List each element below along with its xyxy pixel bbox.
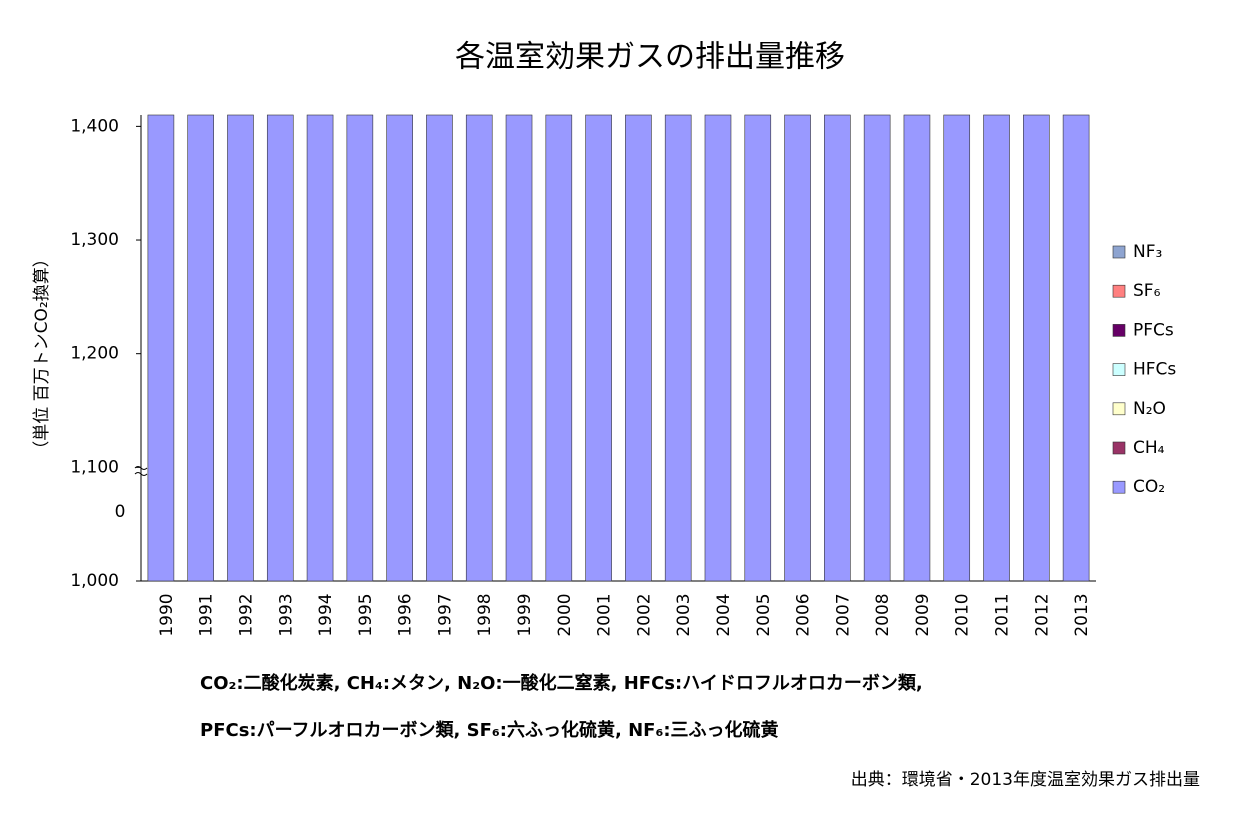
bar-segment bbox=[664, 114, 692, 582]
legend-swatch bbox=[1112, 324, 1126, 337]
x-tick-label: 1992 bbox=[236, 593, 256, 636]
y-tick-label: 1,000 bbox=[70, 571, 119, 591]
bar-segment bbox=[983, 114, 1010, 582]
x-tick-label: 2009 bbox=[913, 593, 933, 636]
x-tick-label: 2006 bbox=[794, 593, 814, 636]
y-tick-label: 1,100 bbox=[70, 457, 119, 477]
bar-segment bbox=[1023, 114, 1050, 582]
y-tick-label: 1,200 bbox=[70, 344, 119, 364]
axis-break-label: 0 bbox=[115, 502, 126, 522]
x-tick-label: 1999 bbox=[515, 593, 535, 636]
bar-segment bbox=[426, 114, 453, 582]
legend-label: CO₂ bbox=[1133, 477, 1165, 497]
x-tick-label: 1994 bbox=[316, 593, 336, 636]
legend-swatch bbox=[1112, 284, 1126, 298]
legend-label: PFCs bbox=[1133, 320, 1174, 340]
legend-swatch bbox=[1112, 480, 1126, 494]
bar-segment bbox=[863, 114, 891, 582]
note: CO₂:二酸化炭素, CH₄:メタン, N₂O:一酸化二窒素, HFCs:ハイド… bbox=[200, 672, 923, 694]
bar-segment bbox=[147, 114, 175, 582]
x-tick-label: 1993 bbox=[276, 593, 296, 636]
bar-segment bbox=[625, 114, 652, 582]
x-tick-label: 2001 bbox=[595, 593, 615, 636]
bar-segment bbox=[704, 114, 732, 582]
note: PFCs:パーフルオロカーボン類, SF₆:六ふっ化硫黄, NF₆:三ふっ化硫黄 bbox=[200, 719, 779, 741]
bar-segment bbox=[784, 114, 811, 582]
x-tick-label: 2010 bbox=[953, 593, 973, 636]
legend-swatch bbox=[1112, 245, 1126, 259]
x-tick-label: 1995 bbox=[356, 593, 376, 636]
bar-segment bbox=[824, 114, 851, 582]
x-tick-label: 2000 bbox=[555, 593, 575, 636]
x-tick-label: 2003 bbox=[674, 593, 694, 636]
x-tick-label: 2002 bbox=[634, 593, 654, 636]
bar-segment bbox=[1062, 114, 1090, 582]
legend-label: HFCs bbox=[1133, 360, 1176, 380]
source: 出典：環境省・2013年度温室効果ガス排出量 bbox=[851, 770, 1200, 790]
bar-segment bbox=[306, 114, 334, 582]
legend-swatch bbox=[1112, 363, 1126, 376]
y-axis-label: （単位 百万トンCO₂換算） bbox=[32, 250, 52, 457]
legend-label: CH₄ bbox=[1133, 438, 1165, 458]
legend-swatch bbox=[1112, 441, 1126, 455]
x-tick-label: 2012 bbox=[1032, 593, 1052, 636]
bar-segment bbox=[227, 114, 254, 582]
bar-segment bbox=[903, 114, 931, 582]
x-tick-label: 1990 bbox=[157, 593, 177, 636]
bar-segment bbox=[346, 114, 374, 582]
bar-segment bbox=[266, 114, 294, 582]
legend-label: NF₃ bbox=[1133, 242, 1162, 262]
legend-swatch bbox=[1112, 402, 1126, 416]
x-tick-label: 2007 bbox=[833, 593, 853, 636]
y-tick-label: 1,400 bbox=[70, 116, 119, 136]
bar-segment bbox=[465, 114, 493, 582]
legend-label: SF₆ bbox=[1133, 281, 1161, 301]
x-tick-label: 1997 bbox=[435, 593, 455, 636]
bar-segment bbox=[386, 114, 413, 582]
x-tick-label: 2005 bbox=[754, 593, 774, 636]
bar-segment bbox=[943, 114, 971, 582]
bar-segment bbox=[585, 114, 612, 582]
x-tick-label: 2008 bbox=[873, 593, 893, 636]
chart-title: 各温室効果ガスの排出量推移 bbox=[455, 40, 845, 75]
bar-segment bbox=[187, 114, 214, 582]
bar-segment bbox=[744, 114, 772, 582]
x-tick-label: 1996 bbox=[396, 593, 416, 636]
legend-label: N₂O bbox=[1133, 399, 1166, 419]
x-tick-label: 2011 bbox=[993, 593, 1013, 636]
x-tick-label: 1998 bbox=[475, 593, 495, 636]
y-tick-label: 1,300 bbox=[70, 230, 119, 250]
bar-segment bbox=[505, 114, 533, 582]
x-tick-label: 2004 bbox=[714, 593, 734, 636]
bar-segment bbox=[545, 114, 573, 582]
x-tick-label: 1991 bbox=[197, 593, 217, 636]
x-tick-label: 2013 bbox=[1072, 593, 1092, 636]
